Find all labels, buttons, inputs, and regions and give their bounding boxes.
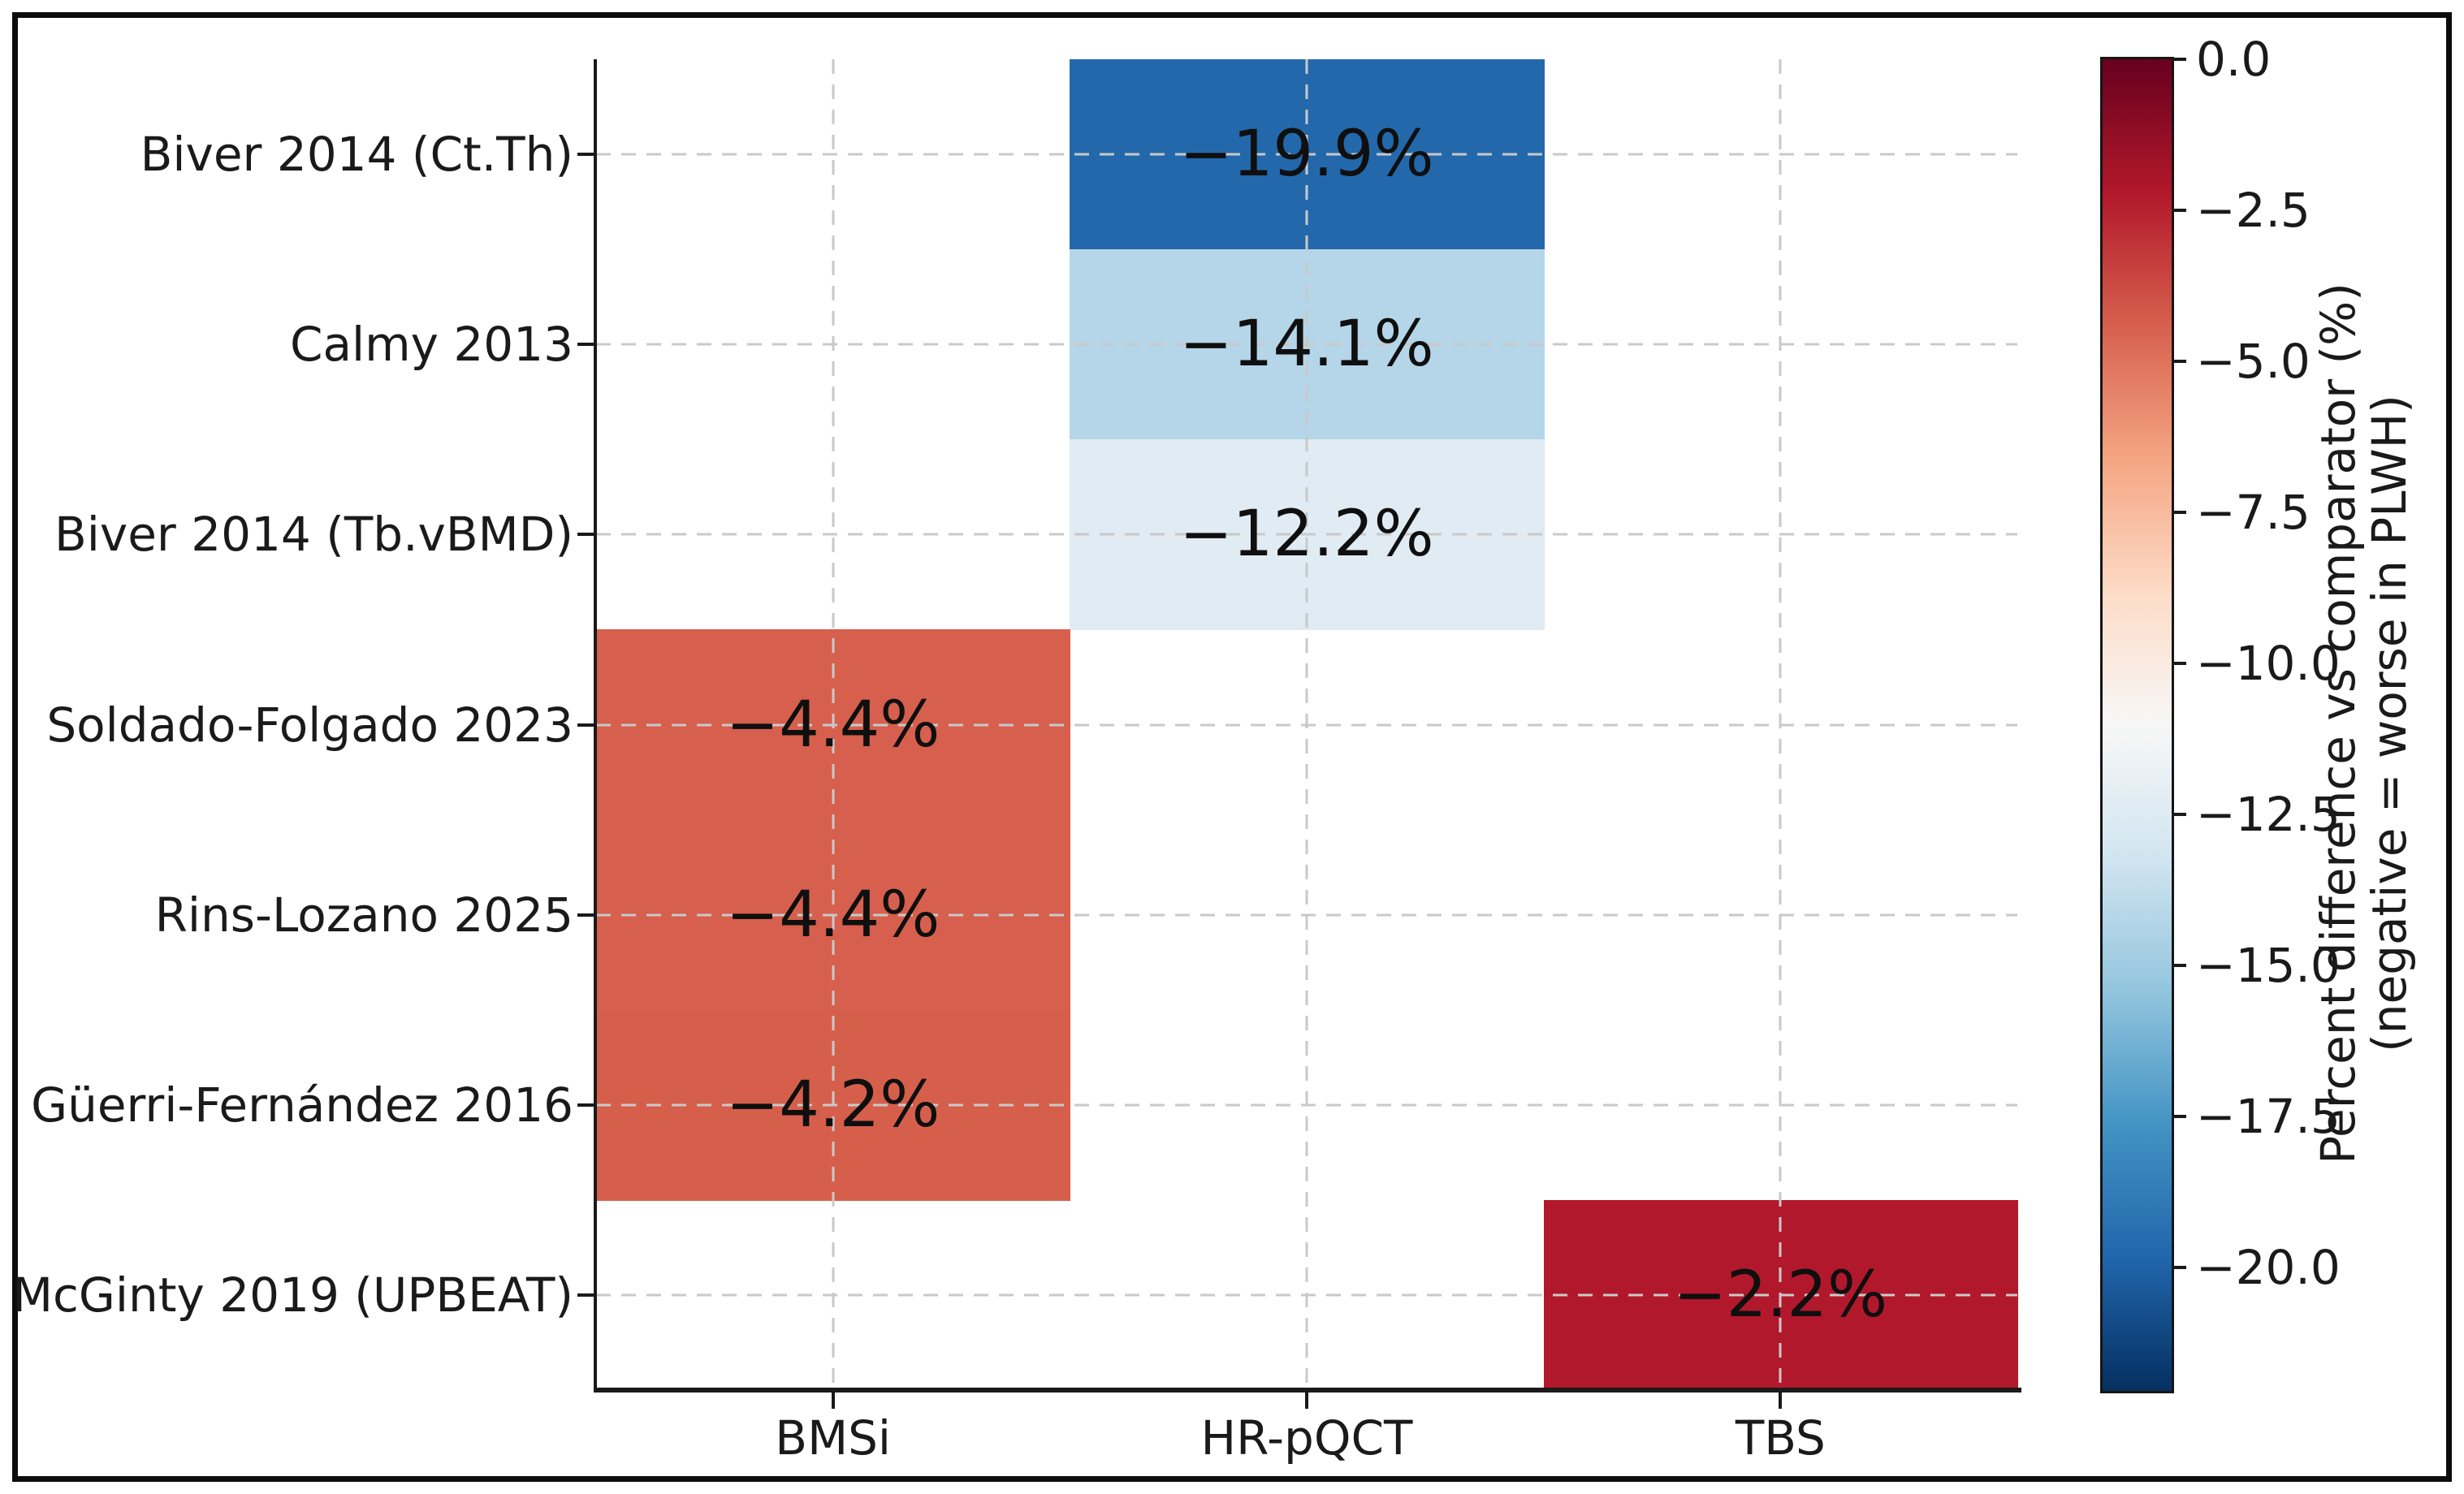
y-axis-tick (577, 343, 594, 347)
colorbar-tick (2172, 813, 2186, 817)
colorbar-tick (2172, 1266, 2186, 1270)
y-axis-tick (577, 1293, 594, 1297)
row-label: Biver 2014 (Tb.vBMD) (54, 507, 573, 563)
row-label: Calmy 2013 (289, 317, 573, 373)
colorbar-axis-label: Percent difference vs comparator (%) (ne… (2311, 33, 2427, 1414)
colorbar-tick-label: −10.0 (2196, 636, 2341, 692)
gridline-vertical (1779, 59, 1782, 1390)
cell-value-label: −2.2% (1673, 1258, 1888, 1332)
colorbar-tick (2172, 511, 2186, 515)
row-label: Soldado-Folgado 2023 (46, 697, 573, 753)
x-axis-tick (831, 1393, 835, 1409)
colorbar-label-line-2: (negative = worse in PLWH) (2362, 395, 2417, 1052)
gridline-vertical (1305, 59, 1308, 1390)
colorbar-tick-label: −12.5 (2196, 787, 2341, 843)
y-axis-tick (577, 723, 594, 727)
colorbar-tick-label: −15.0 (2196, 938, 2341, 994)
colorbar-tick-label: −17.5 (2196, 1089, 2341, 1145)
cell-value-label: −19.9% (1179, 118, 1434, 192)
colorbar-tick (2172, 662, 2186, 666)
row-label: McGinty 2019 (UPBEAT) (11, 1267, 573, 1323)
figure-border (12, 12, 2452, 1482)
cell-value-label: −4.4% (725, 688, 940, 762)
row-label: Biver 2014 (Ct.Th) (140, 127, 573, 183)
colorbar-tick (2172, 1115, 2186, 1119)
colorbar-gradient (2103, 59, 2172, 1391)
x-axis-spine (594, 1388, 2021, 1393)
y-axis-tick (577, 1103, 594, 1107)
colorbar-tick (2172, 209, 2186, 213)
colorbar (2100, 57, 2174, 1393)
y-axis-tick (577, 533, 594, 537)
column-label: BMSi (775, 1410, 892, 1466)
y-axis-spine (594, 59, 597, 1392)
colorbar-tick-label: −2.5 (2196, 183, 2311, 239)
y-axis-tick (577, 153, 594, 157)
x-axis-tick (1305, 1393, 1308, 1409)
column-label: HR-pQCT (1200, 1410, 1413, 1466)
y-axis-tick (577, 913, 594, 917)
cell-value-label: −4.4% (725, 878, 940, 952)
colorbar-tick-label: −20.0 (2196, 1240, 2341, 1296)
colorbar-tick (2172, 964, 2186, 968)
cell-value-label: −12.2% (1179, 498, 1434, 572)
row-label: Rins-Lozano 2025 (154, 887, 573, 943)
gridline-vertical (832, 59, 835, 1390)
colorbar-tick (2172, 360, 2186, 364)
colorbar-tick-label: −5.0 (2196, 334, 2311, 390)
colorbar-label-line-1: Percent difference vs comparator (%) (2311, 283, 2366, 1164)
cell-value-label: −4.2% (725, 1068, 940, 1142)
row-label: Güerri-Fernández 2016 (31, 1077, 573, 1133)
column-label: TBS (1735, 1410, 1826, 1466)
colorbar-tick-label: −7.5 (2196, 485, 2311, 541)
x-axis-tick (1779, 1393, 1783, 1409)
colorbar-tick (2172, 58, 2186, 61)
colorbar-tick-label: 0.0 (2196, 32, 2272, 87)
cell-value-label: −14.1% (1179, 308, 1434, 382)
